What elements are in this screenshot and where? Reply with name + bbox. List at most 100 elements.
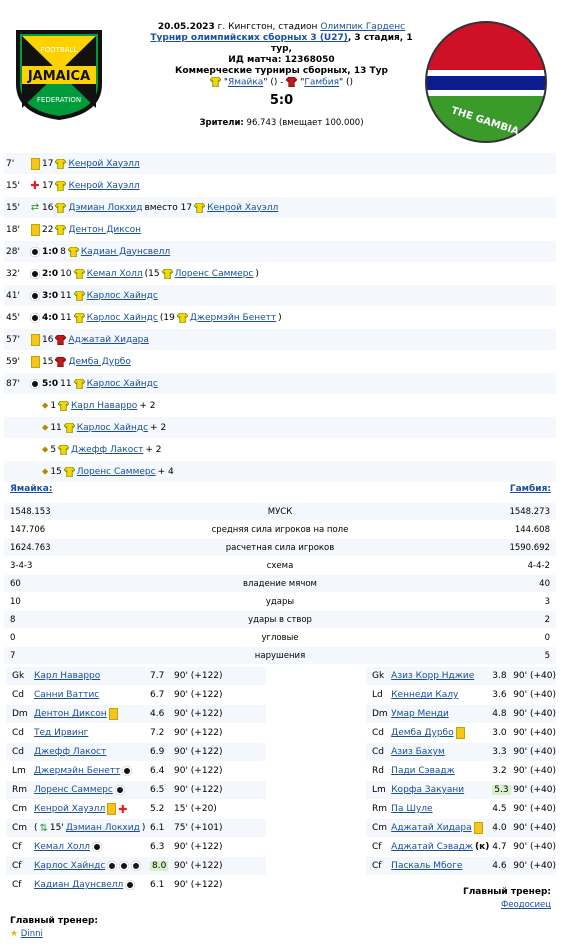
player-link[interactable]: Аджатай Хидара: [68, 334, 149, 345]
event-tail: ): [278, 312, 282, 323]
lineup-player-link[interactable]: Демба Дурбо: [391, 728, 454, 738]
player-link[interactable]: Дентон Диксон: [68, 224, 142, 235]
player-rating: 7.7: [150, 671, 165, 681]
stat-away-value: 5: [544, 650, 550, 661]
player-number: 15: [42, 356, 54, 367]
stat-row: 10 удары 3: [4, 593, 556, 611]
player-link[interactable]: Кенрой Хауэлл: [68, 180, 140, 191]
lineup-player-link[interactable]: Корфа Закуани: [391, 785, 465, 795]
stat-row: 60 владение мячом 40: [4, 575, 556, 593]
player-link[interactable]: Карлос Хайндс: [76, 422, 149, 433]
yellow-card-icon: [473, 822, 483, 834]
stat-home-value: 7: [10, 650, 16, 661]
lineup-player-link[interactable]: Азиз Корр Нджие: [391, 671, 475, 681]
player-number: 8: [60, 246, 66, 257]
ball-icon: [107, 861, 118, 871]
event-minute: 41': [6, 290, 20, 301]
lineup-row: Cd Азиз Бахум 3.3 90' (+40): [366, 743, 556, 762]
lineup-player-link[interactable]: Кеннеди Калу: [391, 690, 459, 700]
event-row: 32' 2:0 10 Кемал Холл (15 Лоренс Саммерс): [4, 263, 556, 285]
home-coach-link[interactable]: Dinni: [20, 929, 43, 939]
player-link[interactable]: Демба Дурбо: [68, 356, 131, 367]
player-link-secondary[interactable]: Лоренс Саммерс: [174, 268, 254, 279]
lineup-player-link[interactable]: Аджатай Хидара: [391, 823, 472, 833]
event-tail: ): [255, 268, 259, 279]
team-shirt-icon: [55, 356, 67, 367]
player-link-secondary[interactable]: Кенрой Хауэлл: [207, 202, 279, 213]
event-tail: + 4: [157, 466, 174, 477]
player-link[interactable]: Карлос Хайндс: [86, 312, 158, 323]
player-number: 11: [50, 422, 62, 433]
event-row: 18' 22 Дентон Диксон: [4, 219, 556, 241]
player-number: 17: [42, 180, 54, 191]
player-rating: 4.6: [492, 861, 507, 871]
away-lineup: Gk Азиз Корр Нджие 3.8 90' (+40) Ld Кенн…: [366, 667, 556, 876]
home-team-heading[interactable]: Ямайка:: [10, 484, 53, 494]
player-link[interactable]: Кемал Холл: [86, 268, 143, 279]
away-team-heading[interactable]: Гамбия:: [509, 484, 551, 494]
player-time: 90' (+40): [513, 842, 556, 852]
player-rating: 3.0: [492, 728, 507, 738]
lineup-player-link[interactable]: Санни Ваттис: [34, 690, 100, 700]
player-link[interactable]: Карлос Хайндс: [86, 378, 158, 389]
away-team-link[interactable]: Гамбия: [304, 77, 339, 88]
tournament-link[interactable]: Турнир олимпийских сборных 3 (U27): [150, 33, 348, 43]
sub-suffix: ): [141, 823, 146, 833]
match-id: ИД матча: 12368050: [228, 55, 335, 65]
lineup-row: Ld Кеннеди Калу 3.6 90' (+40): [366, 686, 556, 705]
jamaica-federation-logo: JAMAICA FOOTBALL FEDERATION: [16, 30, 102, 120]
lineup-player-link[interactable]: Карлос Хайндс: [34, 861, 106, 871]
player-link[interactable]: Карлос Хайндс: [86, 290, 158, 301]
player-time: 90' (+122): [174, 861, 223, 871]
lineup-player-link[interactable]: Кадиан Даунсвелл: [34, 880, 124, 890]
match-header: JAMAICA FOOTBALL FEDERATION 20.05.2023 г…: [0, 0, 563, 150]
stat-label: угловые: [261, 632, 299, 643]
lineup-row: Cm (⇅ 15' Дэмиан Локхид) 6.1 75' (+101): [6, 819, 266, 838]
player-link[interactable]: Дэмиан Локхид: [68, 202, 143, 213]
lineup-player-link[interactable]: Тед Ирвинг: [34, 728, 89, 738]
home-team-link[interactable]: Ямайка: [227, 77, 264, 88]
player-link[interactable]: Джефф Лакост: [71, 444, 144, 455]
player-link[interactable]: Карл Наварро: [71, 400, 138, 411]
player-time: 90' (+122): [174, 671, 223, 681]
lineup-player-link[interactable]: Кенрой Хауэлл: [34, 804, 106, 814]
stat-home-value: 3-4-3: [10, 560, 33, 571]
lineup-player-link[interactable]: Дэмиан Локхид: [65, 823, 140, 833]
lineup-row: Cm Аджатай Хидара 4.0 90' (+40): [366, 819, 556, 838]
away-coach-label: Главный тренер:: [462, 887, 551, 897]
team-shirt-icon: [63, 422, 75, 433]
player-link[interactable]: Лоренс Саммерс: [76, 466, 156, 477]
lineup-player-link[interactable]: Джефф Лакост: [34, 747, 107, 757]
lineup-player-link[interactable]: Аджатай Сэвадж: [391, 842, 474, 852]
lineup-row: Lm Корфа Закуани 5.3 90' (+40): [366, 781, 556, 800]
lineup-player-link[interactable]: Лоренс Саммерс: [34, 785, 113, 795]
away-coach-link[interactable]: Феодосиец: [500, 900, 551, 910]
team-shirt-icon: [73, 378, 85, 389]
player-link[interactable]: Кадиан Даунсвелл: [80, 246, 171, 257]
team-shirt-icon: [58, 444, 70, 455]
assist-icon: ⬥: [42, 466, 49, 477]
player-rating: 6.1: [150, 880, 165, 890]
lineup-player-link[interactable]: Умар Менди: [391, 709, 449, 719]
lineup-player-link[interactable]: Кемал Холл: [34, 842, 91, 852]
star-icon: ★: [10, 929, 19, 939]
lineup-player-link[interactable]: Дентон Диксон: [34, 709, 107, 719]
stadium-link[interactable]: Олимпик Гарденс: [320, 22, 406, 32]
lineup-player-link[interactable]: Пади Сэвадж: [391, 766, 455, 776]
lineup-player-link[interactable]: Паскаль Мбоге: [391, 861, 463, 871]
ball-icon: [131, 861, 142, 871]
player-number: 17: [42, 158, 54, 169]
team-shirt-icon: [194, 202, 206, 213]
ball-icon: [30, 312, 40, 323]
lineup-player-link[interactable]: Азиз Бахум: [391, 747, 445, 757]
lineup-player-link[interactable]: Джермэйн Бенетт: [34, 766, 121, 776]
player-time: 90' (+40): [513, 785, 556, 795]
player-link-secondary[interactable]: Джермэйн Бенетт: [189, 312, 277, 323]
lineup-player-link[interactable]: Па Шуле: [391, 804, 433, 814]
player-time: 90' (+40): [513, 728, 556, 738]
player-time: 90' (+122): [174, 766, 223, 776]
lineup-player-link[interactable]: Карл Наварро: [34, 671, 101, 681]
stat-row: 8 удары в створ 2: [4, 611, 556, 629]
player-link[interactable]: Кенрой Хауэлл: [68, 158, 140, 169]
yellow-card-icon: [107, 803, 117, 815]
